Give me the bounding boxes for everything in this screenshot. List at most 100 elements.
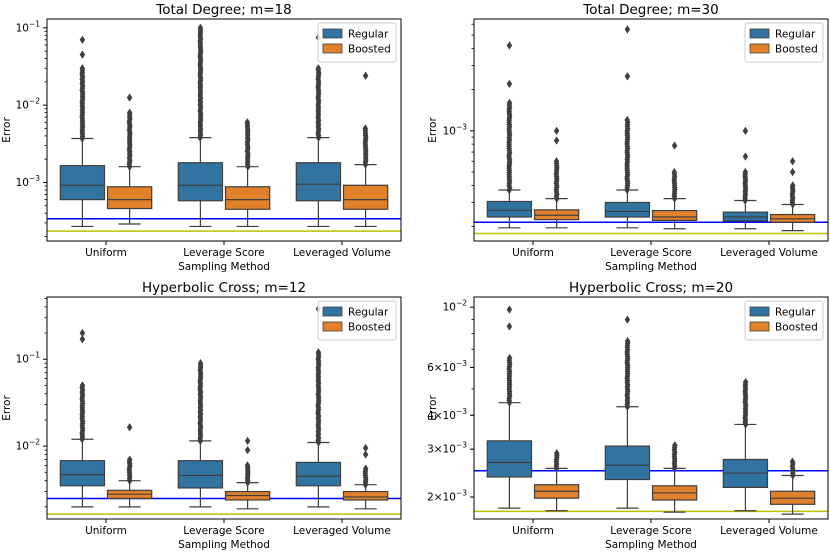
outlier-marker: [624, 336, 631, 346]
legend-swatch-boosted: [322, 43, 343, 54]
outlier-marker: [553, 126, 560, 135]
outlier-marker: [671, 167, 678, 177]
y-tick-label: 10−1: [16, 19, 41, 34]
legend-label-regular: Regular: [348, 29, 389, 41]
box-iqr: [224, 186, 271, 210]
outlier-marker: [362, 71, 369, 80]
box-boosted-1: [106, 423, 153, 508]
box-iqr: [651, 209, 698, 221]
legend-label-regular: Regular: [775, 29, 816, 41]
outlier-marker: [506, 41, 513, 50]
outlier-marker: [79, 35, 86, 44]
chart-title: Hyperbolic Cross; m=20: [569, 280, 733, 296]
outlier-marker: [789, 167, 796, 177]
legend-label-boosted: Boosted: [348, 44, 391, 56]
x-tick-label: Uniform: [512, 247, 554, 259]
x-tick-label: Uniform: [85, 247, 127, 259]
outlier-marker: [197, 23, 204, 32]
y-tick-label-exponent: −3: [456, 122, 467, 131]
outlier-marker: [672, 441, 678, 450]
box-regular-2: [177, 23, 224, 228]
y-tick-label-exponent: −2: [456, 299, 467, 308]
outlier-marker: [126, 93, 133, 102]
x-axis-label: Sampling Method: [605, 261, 697, 273]
legend: Regular Boosted: [317, 22, 397, 63]
box-regular-3: [295, 304, 342, 508]
outlier-marker: [553, 157, 560, 166]
x-tick-label: Leveraged Volume: [293, 525, 391, 537]
outlier-marker: [506, 353, 513, 363]
legend-swatch-boosted: [749, 43, 770, 54]
box-boosted-1: [533, 449, 580, 512]
legend-swatch-regular: [322, 306, 343, 317]
box-iqr: [342, 184, 389, 210]
outlier-marker: [506, 322, 513, 331]
y-tick-label-base: 10: [16, 177, 29, 189]
outlier-marker: [126, 423, 133, 432]
y-tick-label-exponent: −3: [456, 441, 467, 450]
outlier-marker: [789, 457, 796, 466]
outlier-marker: [624, 115, 630, 125]
box-regular-2: [177, 359, 224, 508]
y-tick-label: 3×10−3: [427, 441, 467, 456]
outlier-marker: [554, 449, 560, 458]
box-boosted-2: [651, 441, 698, 513]
box-regular-3: [295, 33, 342, 228]
legend-label-boosted: Boosted: [775, 44, 818, 56]
box-iqr: [295, 162, 342, 202]
box-iqr: [486, 200, 533, 218]
x-tick-label: Leverage Score: [610, 525, 691, 537]
outlier-marker: [742, 126, 749, 135]
outlier-marker: [244, 118, 251, 127]
chart-title: Hyperbolic Cross; m=12: [142, 280, 306, 296]
outlier-marker: [671, 141, 678, 150]
y-tick-label-base: 10: [16, 100, 29, 112]
x-tick-label: Leveraged Volume: [720, 247, 818, 259]
box-regular-1: [59, 35, 106, 228]
y-tick-label-base: 6×10: [427, 362, 456, 374]
outlier-marker: [362, 450, 369, 459]
y-tick-label-exponent: −1: [29, 19, 40, 28]
outlier-marker: [362, 464, 369, 473]
box-regular-3: [722, 126, 769, 230]
outlier-marker: [79, 328, 86, 338]
x-tick-label: Leveraged Volume: [293, 247, 391, 259]
outlier-marker: [362, 443, 369, 453]
y-axis-label: Error: [1, 395, 13, 421]
outlier-marker: [126, 455, 133, 464]
box-boosted-1: [533, 126, 580, 229]
y-tick-label-exponent: −3: [456, 407, 467, 416]
y-tick-label: 2×10−3: [427, 489, 467, 504]
outlier-marker: [79, 64, 86, 73]
box-iqr: [106, 186, 153, 210]
y-tick-label-exponent: −2: [29, 438, 40, 447]
y-tick-label: 10−2: [443, 299, 468, 314]
y-tick-label-base: 3×10: [427, 444, 456, 456]
y-tick-label-base: 10: [16, 354, 29, 366]
y-tick-label: 10−3: [16, 174, 41, 189]
outlier-marker: [624, 315, 631, 324]
y-tick-label-exponent: −2: [29, 97, 40, 106]
legend-swatch-boosted: [749, 321, 770, 332]
outlier-marker: [79, 335, 86, 344]
chart-panel-2: 10−3 Uniform Leverage Score Leveraged Volum…: [427, 2, 829, 273]
outlier-marker: [244, 461, 251, 470]
y-tick-label-exponent: −3: [29, 174, 40, 183]
outlier-marker: [79, 381, 86, 390]
legend: Regular Boosted: [317, 300, 397, 341]
y-tick-label-exponent: −1: [29, 351, 40, 360]
box-boosted-3: [769, 457, 816, 515]
x-tick-label: Leverage Score: [183, 247, 264, 259]
y-tick-label: 4×10−3: [427, 407, 467, 422]
y-tick-label: 10−1: [16, 351, 41, 366]
y-tick-label: 10−2: [16, 97, 41, 112]
box-iqr: [342, 490, 389, 501]
box-regular-3: [722, 377, 769, 512]
legend-label-boosted: Boosted: [348, 322, 391, 334]
x-tick-label: Uniform: [85, 525, 127, 537]
box-boosted-2: [651, 141, 698, 230]
y-tick-label: 10−3: [443, 122, 468, 137]
y-axis-label: Error: [1, 117, 13, 143]
